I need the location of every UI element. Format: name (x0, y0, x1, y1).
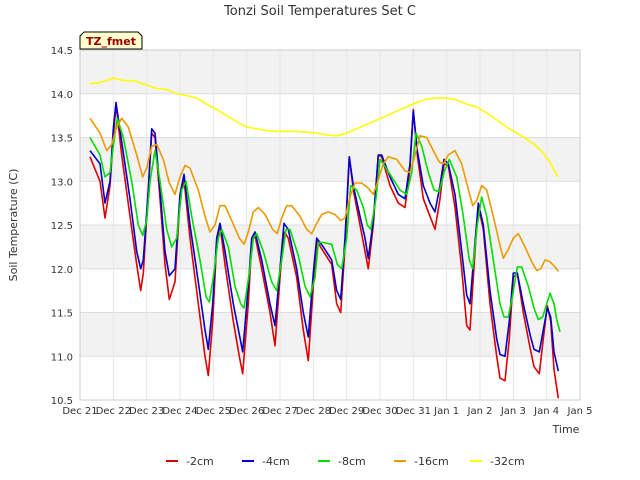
series-line-m16cm (89, 117, 559, 272)
annotation-label: TZ_fmet (86, 35, 136, 48)
x-tick-label: Dec 21 (62, 406, 97, 417)
legend-label: -32cm (490, 455, 525, 468)
y-tick-label: 11.0 (51, 352, 73, 363)
x-tick-label: Dec 29 (329, 406, 364, 417)
y-tick-label: 11.5 (51, 309, 73, 320)
chart-title: Tonzi Soil Temperatures Set C (223, 4, 416, 19)
plot-band (80, 312, 580, 357)
x-tick-label: Jan 1 (433, 406, 459, 417)
series-line-m8cm (89, 117, 561, 333)
x-tick-label: Dec 22 (96, 406, 131, 417)
x-tick-label: Dec 23 (129, 406, 164, 417)
plot-frame (79, 49, 581, 401)
legend-label: -4cm (262, 455, 290, 468)
x-tick-label: Jan 5 (567, 406, 593, 417)
annotation-box: TZ_fmet (79, 31, 143, 50)
plot-band (80, 50, 580, 94)
legend-label: -8cm (338, 455, 366, 468)
legend-label: -2cm (186, 455, 214, 468)
y-tick-label: 13.5 (51, 134, 73, 145)
y-tick-labels: 10.5 11.0 11.5 12.0 12.5 13.0 13.5 14.0 14.5 (51, 46, 73, 407)
legend-label: -16cm (414, 455, 449, 468)
series-line-m32cm (90, 77, 559, 178)
x-tick-label: Jan 3 (500, 406, 526, 417)
x-tick-label: Jan 4 (533, 406, 559, 417)
series-line-m4cm (89, 101, 560, 372)
x-tick-label: Dec 27 (262, 406, 297, 417)
y-tick-label: 14.0 (51, 90, 73, 101)
x-tick-label: Dec 28 (296, 406, 331, 417)
y-tick-label: 13.0 (51, 177, 73, 188)
y-axis-label: Soil Temperature (C) (7, 169, 20, 282)
x-tick-label: Dec 25 (196, 406, 231, 417)
x-tick-label: Jan 2 (467, 406, 493, 417)
x-tick-label: Dec 24 (162, 406, 197, 417)
y-tick-label: 10.5 (51, 396, 73, 407)
y-tick-label: 14.5 (51, 46, 73, 57)
legend: -2cm -4cm -8cm -16cm -32cm (166, 455, 525, 468)
series-lines (89, 77, 561, 399)
x-axis-label: Time (552, 423, 580, 436)
y-tick-label: 12.0 (51, 265, 73, 276)
y-tick-label: 12.5 (51, 221, 73, 232)
x-tick-label: Dec 26 (229, 406, 264, 417)
x-tick-label: Dec 30 (362, 406, 397, 417)
x-tick-label: Dec 31 (396, 406, 431, 417)
